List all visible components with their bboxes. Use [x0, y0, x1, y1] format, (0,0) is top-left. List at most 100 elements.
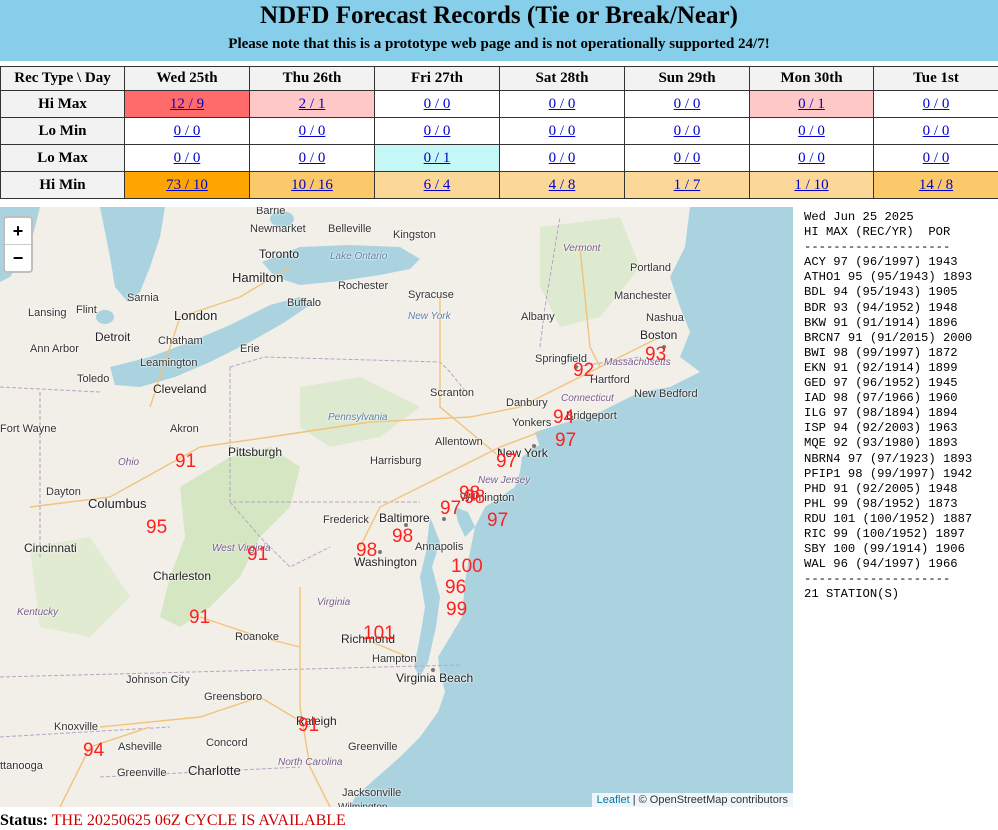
day-header: Tue 1st	[874, 67, 998, 91]
listing-header: HI MAX (REC/YR) POR	[804, 225, 972, 240]
map-city-label: Kingston	[393, 229, 436, 241]
record-count-link[interactable]: 0 / 0	[923, 150, 950, 166]
record-marker[interactable]: 94	[553, 407, 574, 429]
record-marker[interactable]: 91	[247, 544, 268, 566]
map-city-label: Virginia Beach	[396, 671, 473, 685]
record-count-link[interactable]: 0 / 0	[798, 123, 825, 139]
record-cell: 0 / 0	[500, 118, 625, 145]
record-marker[interactable]: 91	[175, 451, 196, 473]
record-cell: 0 / 0	[874, 118, 998, 145]
map-city-label: Roanoke	[235, 631, 279, 643]
record-count-link[interactable]: 0 / 1	[798, 96, 825, 112]
zoom-in-button[interactable]: +	[5, 218, 31, 244]
record-marker[interactable]: 95	[146, 517, 167, 539]
record-cell: 0 / 1	[375, 145, 500, 172]
map-city-label: Syracuse	[408, 289, 454, 301]
table-row-hi-max: Hi Max 12 / 9 2 / 1 0 / 0 0 / 0 0 / 0 0 …	[1, 91, 998, 118]
map-city-label: Albany	[521, 311, 555, 323]
map-city-label: Knoxville	[54, 721, 98, 733]
record-marker[interactable]: 91	[189, 607, 210, 629]
map-city-label: Erie	[240, 343, 260, 355]
record-marker[interactable]: 97	[440, 498, 461, 520]
record-count-link[interactable]: 0 / 0	[674, 123, 701, 139]
corner-header: Rec Type \ Day	[1, 67, 125, 91]
record-cell: 0 / 0	[750, 145, 874, 172]
record-marker[interactable]: 97	[496, 451, 517, 473]
record-marker[interactable]: 98	[356, 540, 377, 562]
record-count-link[interactable]: 0 / 0	[299, 150, 326, 166]
record-count-link[interactable]: 0 / 0	[798, 150, 825, 166]
record-marker[interactable]: 97	[555, 430, 576, 452]
record-count-link[interactable]: 0 / 0	[674, 150, 701, 166]
map-city-label: Portland	[630, 262, 671, 274]
record-marker[interactable]: 92	[573, 360, 594, 382]
record-count-link[interactable]: 0 / 0	[674, 96, 701, 112]
record-count-link[interactable]: 0 / 0	[923, 96, 950, 112]
map-city-label: Detroit	[95, 330, 130, 344]
map-city-label: Vermont	[563, 243, 600, 254]
record-count-link[interactable]: 73 / 10	[166, 177, 208, 193]
record-marker[interactable]: 101	[363, 623, 395, 645]
record-count-link[interactable]: 0 / 0	[923, 123, 950, 139]
record-count-link[interactable]: 0 / 0	[424, 123, 451, 139]
map-city-label: Asheville	[118, 741, 162, 753]
row-label: Lo Min	[1, 118, 125, 145]
row-label: Lo Max	[1, 145, 125, 172]
record-count-link[interactable]: 1 / 7	[674, 177, 701, 193]
record-cell: 0 / 0	[625, 118, 750, 145]
map-city-label: Wilmington	[338, 802, 387, 807]
record-marker[interactable]: 96	[445, 577, 466, 599]
record-count-link[interactable]: 0 / 0	[174, 150, 201, 166]
status-line: Status: THE 20250625 06Z CYCLE IS AVAILA…	[0, 812, 346, 830]
day-header: Thu 26th	[250, 67, 375, 91]
record-cell: 0 / 0	[750, 118, 874, 145]
station-line: ATHO1 95 (95/1943) 1893	[804, 270, 972, 285]
station-line: BDR 93 (94/1952) 1948	[804, 301, 972, 316]
record-count-link[interactable]: 1 / 10	[794, 177, 828, 193]
osm-attribution: | © OpenStreetMap contributors	[633, 794, 788, 806]
record-count-link[interactable]: 0 / 0	[549, 123, 576, 139]
record-cell: 0 / 0	[125, 118, 250, 145]
record-marker[interactable]: 91	[298, 715, 319, 737]
station-line: BDL 94 (95/1943) 1905	[804, 285, 972, 300]
map-city-label: Toledo	[77, 373, 109, 385]
record-count-link[interactable]: 0 / 0	[549, 96, 576, 112]
listing-footer: 21 STATION(S)	[804, 587, 972, 602]
record-marker[interactable]: 99	[446, 599, 467, 621]
record-count-link[interactable]: 10 / 16	[291, 177, 333, 193]
map-city-label: Greensboro	[204, 691, 262, 703]
station-line: EKN 91 (92/1914) 1899	[804, 361, 972, 376]
map-city-label: Danbury	[506, 397, 548, 409]
map-city-label: Nashua	[646, 312, 684, 324]
leaflet-link[interactable]: Leaflet	[597, 794, 630, 806]
station-line: ACY 97 (96/1997) 1943	[804, 255, 972, 270]
map-city-label: North Carolina	[278, 757, 342, 768]
record-count-link[interactable]: 14 / 8	[919, 177, 953, 193]
record-marker[interactable]: 98	[392, 526, 413, 548]
station-line: MQE 92 (93/1980) 1893	[804, 436, 972, 451]
zoom-out-button[interactable]: −	[5, 244, 31, 271]
record-count-link[interactable]: 12 / 9	[170, 96, 204, 112]
station-line: BKW 91 (91/1914) 1896	[804, 316, 972, 331]
record-count-link[interactable]: 0 / 0	[549, 150, 576, 166]
record-count-link[interactable]: 4 / 8	[549, 177, 576, 193]
record-marker[interactable]: 93	[645, 344, 666, 366]
record-count-link[interactable]: 0 / 1	[424, 150, 451, 166]
record-marker[interactable]: 94	[83, 740, 104, 762]
map-city-label: Allentown	[435, 436, 483, 448]
map-city-label: Johnson City	[126, 674, 190, 686]
record-cell: 14 / 8	[874, 172, 998, 199]
record-count-link[interactable]: 0 / 0	[424, 96, 451, 112]
record-count-link[interactable]: 0 / 0	[299, 123, 326, 139]
day-header: Fri 27th	[375, 67, 500, 91]
record-marker[interactable]: 97	[487, 510, 508, 532]
record-count-link[interactable]: 2 / 1	[299, 96, 326, 112]
record-count-link[interactable]: 0 / 0	[174, 123, 201, 139]
record-marker[interactable]: 98	[464, 487, 485, 509]
record-count-link[interactable]: 6 / 4	[424, 177, 451, 193]
record-marker[interactable]: 100	[451, 556, 483, 578]
map-city-label: Kentucky	[17, 607, 58, 618]
lake-huron	[100, 207, 165, 302]
